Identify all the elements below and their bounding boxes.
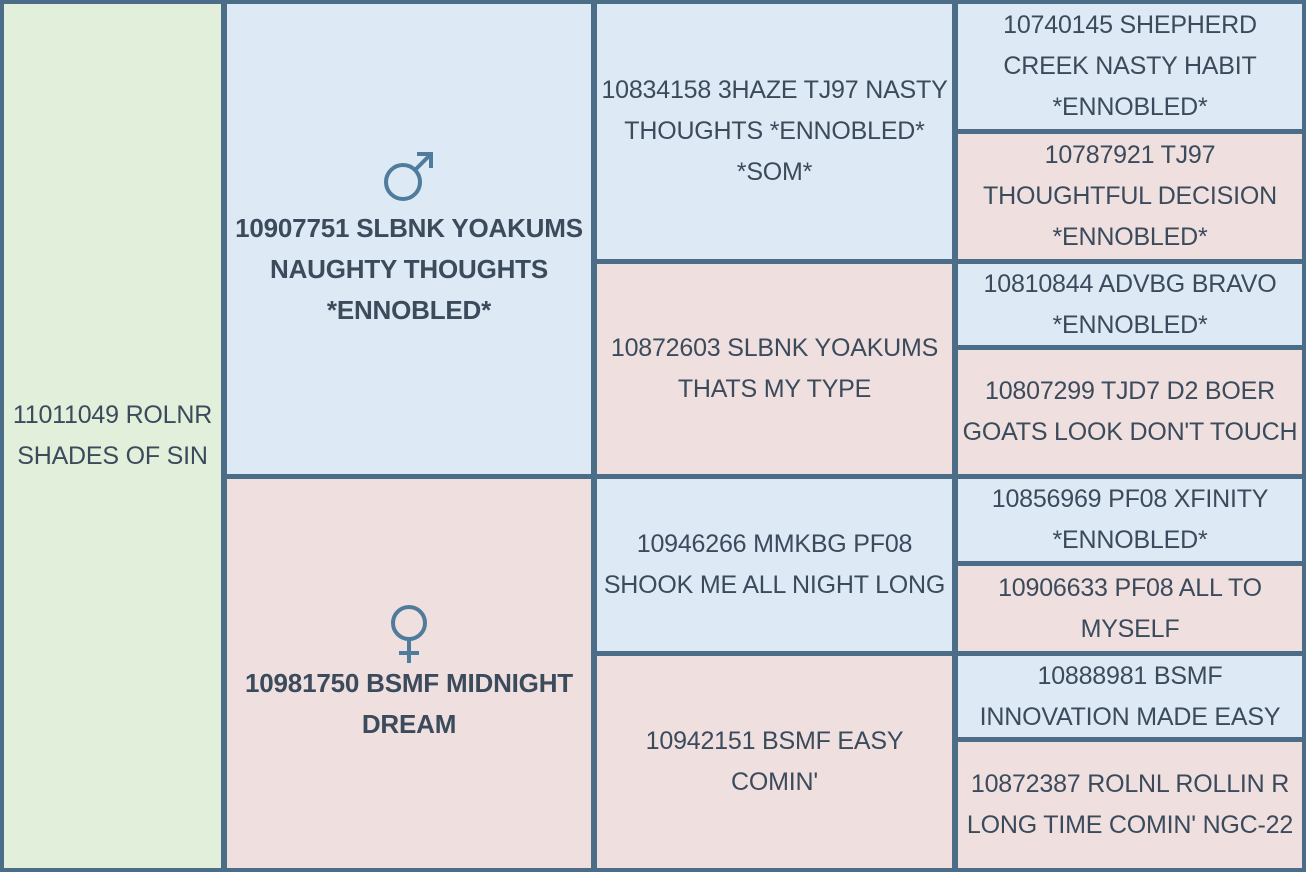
grandparent: 10872603 SLBNK YOAKUMS THATS MY TYPE bbox=[597, 264, 952, 474]
grandparent: 10946266 MMKBG PF08 SHOOK ME ALL NIGHT L… bbox=[597, 479, 952, 651]
male-icon bbox=[384, 151, 433, 201]
sire-box: 10907751 SLBNK YOAKUMS NAUGHTY THOUGHTS … bbox=[227, 4, 591, 474]
great-grandparent: 10856969 PF08 XFINITY *ENNOBLED* bbox=[958, 479, 1302, 561]
name: 10942151 BSMF EASY COMIN' bbox=[645, 727, 904, 796]
grandparent: 10942151 BSMF EASY COMIN' bbox=[597, 656, 952, 868]
name: 10740145 SHEPHERD CREEK NASTY HABIT *ENN… bbox=[1003, 11, 1257, 121]
dam-box: 10981750 BSMF MIDNIGHT DREAM bbox=[227, 479, 591, 868]
grandparent: 10834158 3HAZE TJ97 NASTY THOUGHTS *ENNO… bbox=[597, 4, 952, 259]
name: 10810844 ADVBG BRAVO *ENNOBLED* bbox=[983, 269, 1277, 339]
name: 10946266 MMKBG PF08 SHOOK ME ALL NIGHT L… bbox=[603, 530, 946, 599]
great-grandparent: 10787921 TJ97 THOUGHTFUL DECISION *ENNOB… bbox=[958, 134, 1302, 259]
female-icon bbox=[391, 604, 427, 663]
subject-name: 11011049 ROLNR SHADES OF SIN bbox=[12, 401, 213, 470]
great-grandparent: 10810844 ADVBG BRAVO *ENNOBLED* bbox=[958, 264, 1302, 345]
great-grandparent: 10807299 TJD7 D2 BOER GOATS LOOK DON'T T… bbox=[958, 350, 1302, 474]
name: 10834158 3HAZE TJ97 NASTY THOUGHTS *ENNO… bbox=[601, 76, 948, 186]
name: 10856969 PF08 XFINITY *ENNOBLED* bbox=[991, 485, 1269, 554]
great-grandparent: 10888981 BSMF INNOVATION MADE EASY bbox=[958, 656, 1302, 737]
name: 10906633 PF08 ALL TO MYSELF bbox=[998, 573, 1262, 643]
name: 10872387 ROLNL ROLLIN R LONG TIME COMIN'… bbox=[966, 770, 1294, 839]
name: 10787921 TJ97 THOUGHTFUL DECISION *ENNOB… bbox=[983, 141, 1277, 251]
name: 10888981 BSMF INNOVATION MADE EASY bbox=[979, 661, 1281, 731]
subject: 11011049 ROLNR SHADES OF SIN bbox=[4, 4, 221, 868]
great-grandparent: 10906633 PF08 ALL TO MYSELF bbox=[958, 566, 1302, 651]
great-grandparent: 10740145 SHEPHERD CREEK NASTY HABIT *ENN… bbox=[958, 4, 1302, 129]
great-grandparent: 10872387 ROLNL ROLLIN R LONG TIME COMIN'… bbox=[958, 742, 1302, 868]
dam-name: 10981750 BSMF MIDNIGHT DREAM bbox=[245, 667, 573, 739]
name: 10872603 SLBNK YOAKUMS THATS MY TYPE bbox=[610, 334, 939, 403]
sire-name: 10907751 SLBNK YOAKUMS NAUGHTY THOUGHTS … bbox=[235, 212, 583, 325]
name: 10807299 TJD7 D2 BOER GOATS LOOK DON'T T… bbox=[962, 377, 1298, 446]
